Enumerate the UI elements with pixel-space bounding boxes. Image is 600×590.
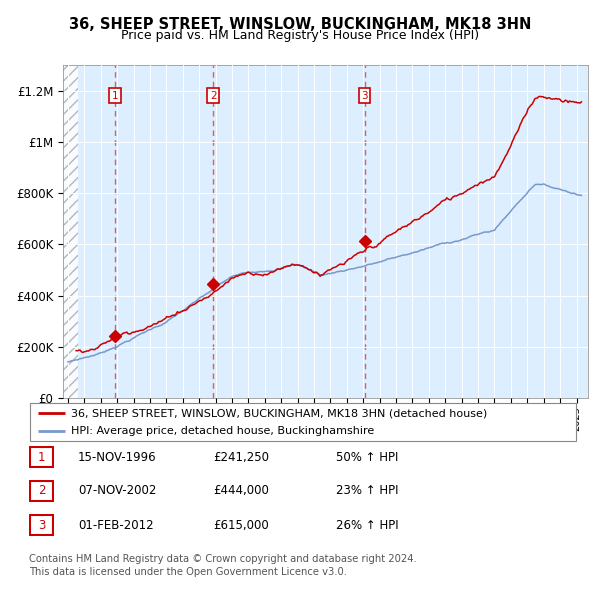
Text: £615,000: £615,000 [213, 519, 269, 532]
FancyBboxPatch shape [30, 515, 53, 535]
Text: 2: 2 [38, 484, 45, 497]
Text: 36, SHEEP STREET, WINSLOW, BUCKINGHAM, MK18 3HN: 36, SHEEP STREET, WINSLOW, BUCKINGHAM, M… [69, 17, 531, 32]
FancyBboxPatch shape [30, 447, 53, 467]
Text: Price paid vs. HM Land Registry's House Price Index (HPI): Price paid vs. HM Land Registry's House … [121, 29, 479, 42]
Text: 15-NOV-1996: 15-NOV-1996 [78, 451, 157, 464]
Text: 23% ↑ HPI: 23% ↑ HPI [336, 484, 398, 497]
Text: 2: 2 [210, 91, 217, 101]
FancyBboxPatch shape [30, 481, 53, 501]
Text: 36, SHEEP STREET, WINSLOW, BUCKINGHAM, MK18 3HN (detached house): 36, SHEEP STREET, WINSLOW, BUCKINGHAM, M… [71, 408, 487, 418]
Text: £444,000: £444,000 [213, 484, 269, 497]
FancyBboxPatch shape [30, 403, 576, 441]
Text: Contains HM Land Registry data © Crown copyright and database right 2024.
This d: Contains HM Land Registry data © Crown c… [29, 554, 416, 577]
Text: 3: 3 [361, 91, 368, 101]
Text: 50% ↑ HPI: 50% ↑ HPI [336, 451, 398, 464]
Text: £241,250: £241,250 [213, 451, 269, 464]
Text: 26% ↑ HPI: 26% ↑ HPI [336, 519, 398, 532]
Text: HPI: Average price, detached house, Buckinghamshire: HPI: Average price, detached house, Buck… [71, 426, 374, 436]
Text: 01-FEB-2012: 01-FEB-2012 [78, 519, 154, 532]
Bar [63, 65, 78, 398]
Text: 3: 3 [38, 519, 45, 532]
Text: 1: 1 [38, 451, 45, 464]
Text: 07-NOV-2002: 07-NOV-2002 [78, 484, 157, 497]
Text: 1: 1 [112, 91, 118, 101]
